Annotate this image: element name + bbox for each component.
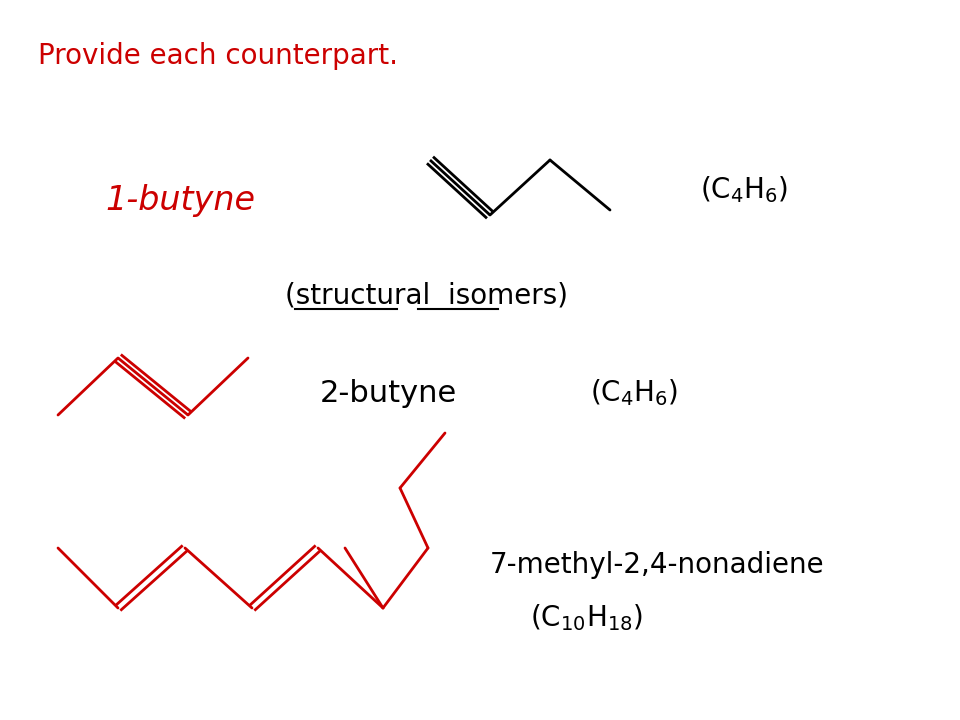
Text: (structural  isomers): (structural isomers) [285, 281, 568, 309]
Text: (C$_4$H$_6$): (C$_4$H$_6$) [590, 377, 679, 408]
Text: Provide each counterpart.: Provide each counterpart. [38, 42, 398, 70]
Text: (C$_4$H$_6$): (C$_4$H$_6$) [700, 175, 788, 205]
Text: 2-butyne: 2-butyne [320, 379, 457, 408]
Text: 7-methyl-2,4-nonadiene: 7-methyl-2,4-nonadiene [490, 551, 825, 579]
Text: (C$_{10}$H$_{18}$): (C$_{10}$H$_{18}$) [530, 603, 643, 634]
Text: 1-butyne: 1-butyne [105, 184, 255, 217]
